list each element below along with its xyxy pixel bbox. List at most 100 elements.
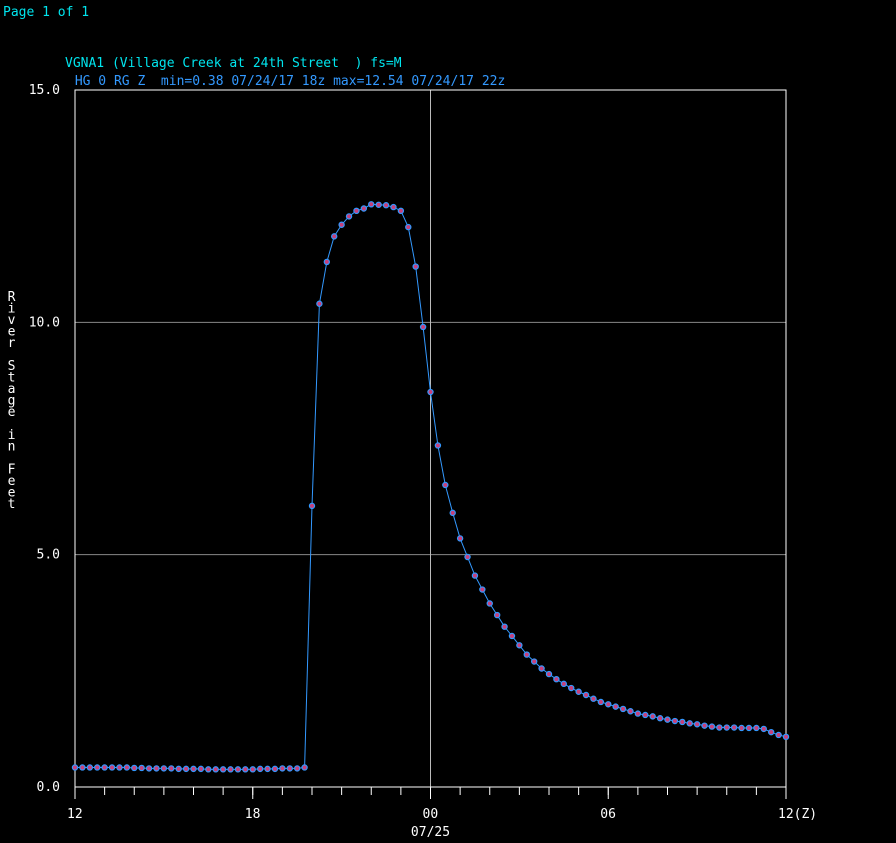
data-point [160,765,168,772]
data-point [293,765,301,772]
x-tick-label: 12(Z) [778,807,817,822]
data-point [493,611,501,619]
data-point [686,720,693,727]
x-tick-label: 18 [245,807,261,822]
data-point [116,764,123,771]
data-point [412,263,419,270]
plot-frame [74,89,787,788]
data-point [627,708,634,715]
data-point [582,691,590,699]
data-point [79,764,86,771]
data-point [427,388,434,396]
data-point [597,698,605,706]
data-point [219,766,227,773]
data-point [331,233,338,240]
data-point [449,509,456,517]
y-tick-label: 15.0 [29,83,60,98]
data-point [723,724,730,731]
data-point [249,766,256,773]
data-point [338,221,345,228]
data-point [782,733,790,741]
data-point [360,205,368,212]
data-point [775,731,782,739]
data-point [671,717,679,725]
data-point [538,665,545,672]
data-point [101,764,108,771]
data-point [530,658,538,665]
data-point [368,201,375,208]
data-point [545,670,553,678]
data-point [605,701,612,708]
data-point [308,502,316,510]
data-point [767,728,775,736]
data-point [753,724,760,732]
data-point [345,213,353,220]
data-point [212,766,219,773]
data-point [560,680,568,688]
data-point [382,202,390,209]
data-point [86,764,94,771]
data-point [190,765,197,773]
data-point [256,765,264,773]
data-point [575,688,582,695]
data-point [205,766,212,773]
data-point [279,765,286,772]
data-point [730,724,738,731]
data-point [471,572,479,579]
data-point [516,642,523,649]
data-point [434,442,442,449]
data-point [397,207,405,215]
data-point [168,765,175,772]
data-point [182,765,190,773]
data-point [590,695,597,702]
data-point [405,223,412,231]
data-point [175,765,182,773]
data-point [479,586,486,593]
data-point [197,765,205,773]
data-point [553,675,560,683]
data-point [242,766,249,773]
data-point [656,715,664,722]
data-point [264,765,271,773]
data-point [464,553,471,561]
data-point [390,203,397,211]
chart-subtitle: HG 0 RG Z min=0.38 07/24/17 18z max=12.5… [67,74,505,89]
data-point [316,300,323,307]
chart-title: VGNA1 (Village Creek at 24th Street ) fs… [65,56,402,71]
x-date-label: 07/25 [411,825,450,840]
data-point [612,703,619,710]
data-point [271,765,279,773]
data-point [619,705,627,713]
data-point [419,323,427,331]
data-point [153,765,160,772]
data-point [286,765,293,772]
data-point [760,725,767,733]
data-point [353,207,360,215]
data-point [716,724,723,731]
data-point [131,764,138,772]
data-point [664,716,671,723]
data-point [145,765,153,772]
data-point [108,764,116,771]
data-point [649,713,656,720]
data-point [227,766,234,773]
y-tick-label: 0.0 [37,780,60,795]
data-point [701,722,708,729]
data-point [708,723,716,730]
x-tick-label: 06 [600,807,616,822]
data-point [679,718,686,726]
y-tick-label: 5.0 [37,548,60,563]
y-axis-label: River Stage in Feet [4,290,19,509]
data-point [442,481,449,489]
data-point [501,623,508,630]
data-point [693,721,701,728]
data-point [634,710,642,717]
data-point [745,724,753,732]
page-label: Page 1 of 1 [3,5,89,20]
data-point [234,766,242,773]
x-tick-label: 00 [423,807,439,822]
data-point [323,258,331,266]
data-point [123,764,131,771]
data-point [301,764,308,771]
